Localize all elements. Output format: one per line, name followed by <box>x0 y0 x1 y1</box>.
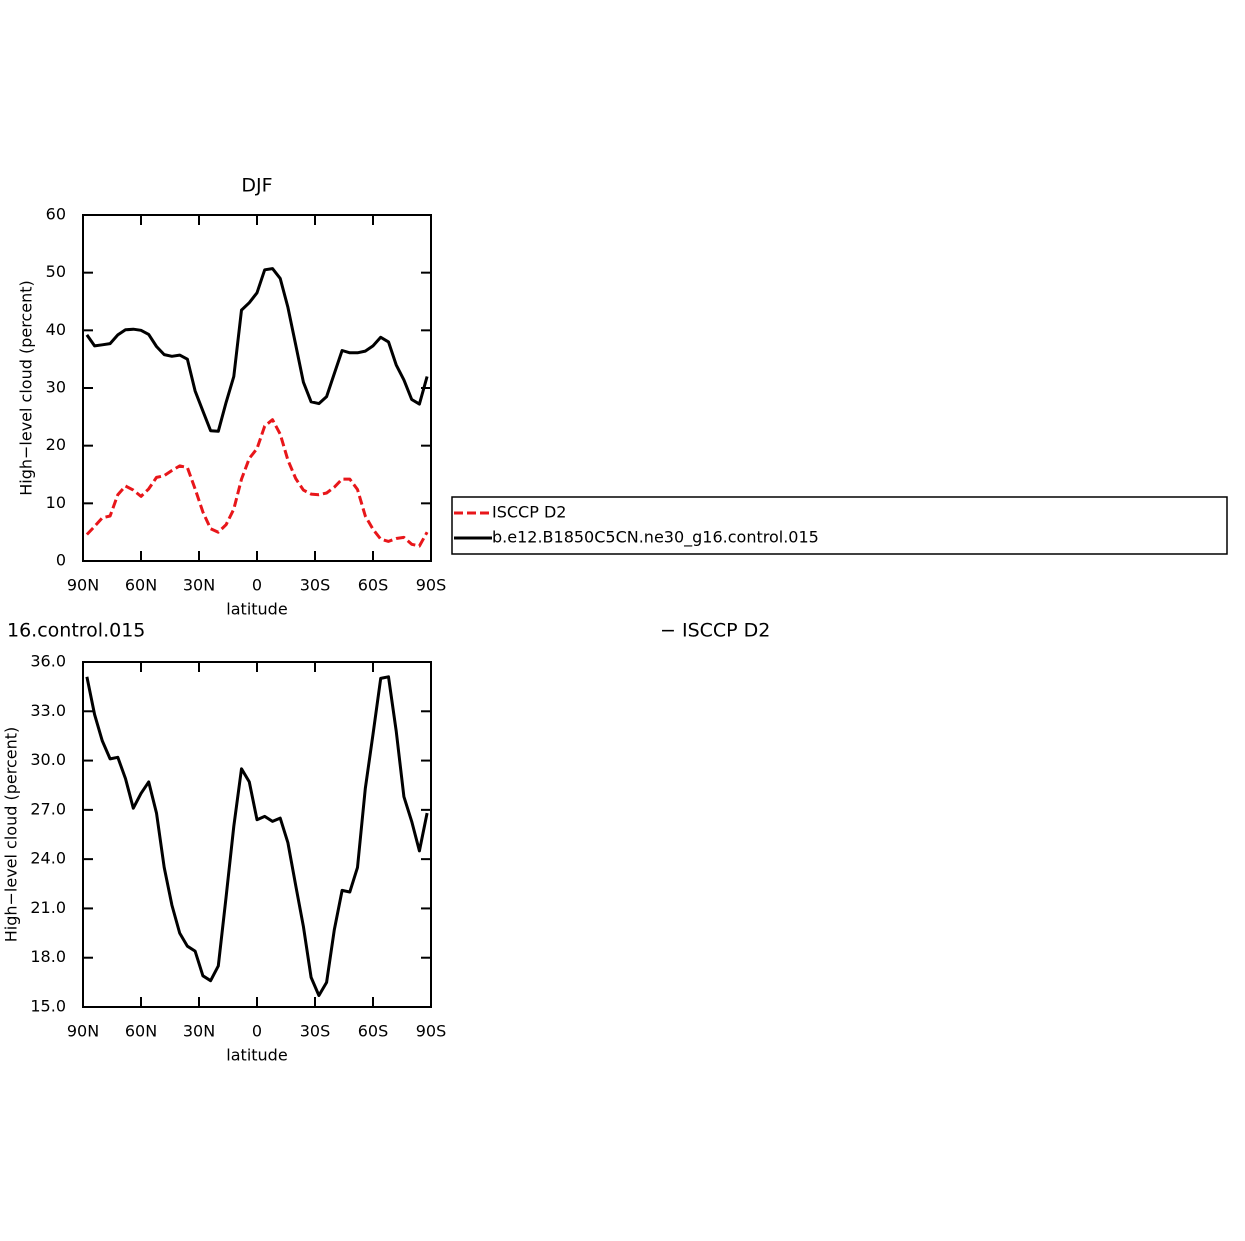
chart-title: DJF <box>241 175 272 197</box>
y-axis-label: High−level cloud (percent) <box>2 727 21 943</box>
x-tick-label: 0 <box>252 576 262 595</box>
y-tick-label: 0 <box>56 551 66 570</box>
x-tick-label: 30S <box>300 1022 331 1041</box>
y-tick-label: 24.0 <box>30 849 66 868</box>
chart-title: 16.control.015 <box>7 620 145 642</box>
y-tick-label: 33.0 <box>30 701 66 720</box>
y-tick-label: 18.0 <box>30 947 66 966</box>
x-tick-label: 30N <box>183 576 215 595</box>
x-tick-label: 90N <box>67 1022 99 1041</box>
y-tick-label: 30.0 <box>30 750 66 769</box>
x-tick-label: 0 <box>252 1022 262 1041</box>
y-tick-label: 60 <box>46 205 66 224</box>
x-tick-label: 30S <box>300 576 331 595</box>
x-tick-label: 90S <box>416 1022 447 1041</box>
y-tick-label: 27.0 <box>30 799 66 818</box>
y-axis-label: High−level cloud (percent) <box>17 280 36 496</box>
data-line <box>85 418 429 548</box>
y-tick-label: 36.0 <box>30 652 66 671</box>
x-axis-label: latitude <box>226 600 287 619</box>
plot-frame <box>82 214 432 562</box>
x-axis-label: latitude <box>226 1046 287 1065</box>
y-tick-label: 15.0 <box>30 997 66 1016</box>
x-tick-label: 90S <box>416 576 447 595</box>
x-tick-label: 60S <box>358 1022 389 1041</box>
y-tick-label: 21.0 <box>30 898 66 917</box>
legend-box <box>451 496 1228 555</box>
y-tick-label: 20 <box>46 435 66 454</box>
x-tick-label: 60S <box>358 576 389 595</box>
x-tick-label: 30N <box>183 1022 215 1041</box>
y-tick-label: 10 <box>46 493 66 512</box>
x-tick-label: 90N <box>67 576 99 595</box>
x-tick-label: 60N <box>125 1022 157 1041</box>
chart-title: − ISCCP D2 <box>660 620 770 642</box>
plot-frame <box>82 661 432 1008</box>
y-tick-label: 40 <box>46 320 66 339</box>
x-tick-label: 60N <box>125 576 157 595</box>
y-tick-label: 30 <box>46 378 66 397</box>
data-line <box>85 675 429 997</box>
legend-label: ISCCP D2 <box>492 503 566 522</box>
legend-label: b.e12.B1850C5CN.ne30_g16.control.015 <box>492 528 819 548</box>
y-tick-label: 50 <box>46 262 66 281</box>
data-line <box>85 267 429 433</box>
